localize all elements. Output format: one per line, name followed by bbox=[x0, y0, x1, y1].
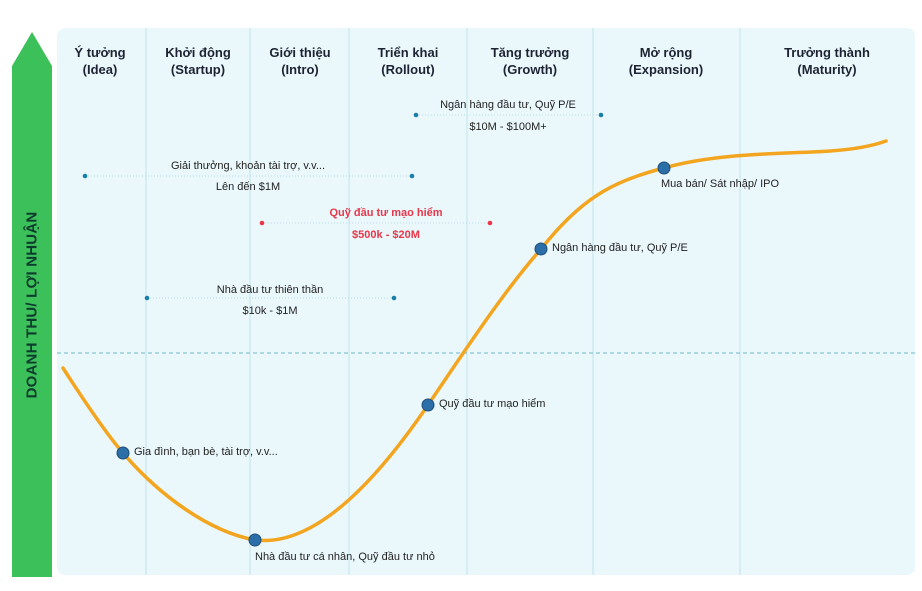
funding-range-start-dot bbox=[413, 112, 419, 118]
curve-point-vc bbox=[421, 398, 435, 412]
funding-range-amount: Lên đến $1M bbox=[215, 181, 281, 193]
y-axis-arrow-shape bbox=[12, 32, 52, 577]
curve-point-label: Nhà đầu tư cá nhân, Quỹ đầu tư nhỏ bbox=[255, 551, 435, 563]
stage-header-startup: Khởi động (Startup) bbox=[165, 45, 231, 77]
stage-header-idea: Ý tưởng (Idea) bbox=[74, 45, 126, 77]
stage-header-growth: Tăng trưởng (Growth) bbox=[490, 45, 570, 77]
funding-range-start-dot bbox=[144, 295, 150, 301]
funding-range-label: Quỹ đầu tư mạo hiểm bbox=[329, 207, 443, 219]
curve-point-private-investors bbox=[248, 533, 262, 547]
stage-header-maturity: Trưởng thành (Maturity) bbox=[784, 45, 870, 77]
curve-point-label: Gia đình, bạn bè, tài trợ, v.v... bbox=[134, 446, 278, 458]
y-axis-arrow bbox=[12, 32, 52, 577]
funding-range-label: Nhà đầu tư thiên thần bbox=[216, 284, 324, 296]
funding-range-label: Ngân hàng đầu tư, Quỹ P/E bbox=[440, 99, 576, 111]
curve-point-label: Ngân hàng đầu tư, Quỹ P/E bbox=[552, 242, 688, 254]
curve-point-label: Mua bán/ Sát nhập/ IPO bbox=[661, 178, 780, 190]
funding-range-amount: $500k - $20M bbox=[352, 229, 420, 241]
diagram-panel bbox=[57, 28, 915, 575]
stage-header-expansion: Mở rộng (Expansion) bbox=[628, 45, 704, 77]
funding-range-end-dot bbox=[487, 220, 493, 226]
funding-range-end-dot bbox=[598, 112, 604, 118]
revenue-curve bbox=[61, 139, 888, 543]
funding-range-amount: $10k - $1M bbox=[242, 305, 298, 317]
funding-range-start-dot bbox=[82, 173, 88, 179]
funding-range-amount: $10M - $100M+ bbox=[469, 121, 547, 133]
funding-range-start-dot bbox=[259, 220, 265, 226]
curve-point-family bbox=[116, 446, 130, 460]
stage-header-rollout: Triển khai (Rollout) bbox=[377, 45, 439, 77]
curve-point-label: Quỹ đầu tư mạo hiểm bbox=[439, 398, 546, 410]
curve-point-ipo bbox=[657, 161, 671, 175]
funding-range-label: Giải thưởng, khoản tài trợ, v.v... bbox=[170, 160, 326, 172]
funding-range-end-dot bbox=[409, 173, 415, 179]
curve-point-investment-bank bbox=[534, 242, 548, 256]
funding-range-end-dot bbox=[391, 295, 397, 301]
stage-header-intro: Giới thiệu (Intro) bbox=[269, 45, 331, 77]
